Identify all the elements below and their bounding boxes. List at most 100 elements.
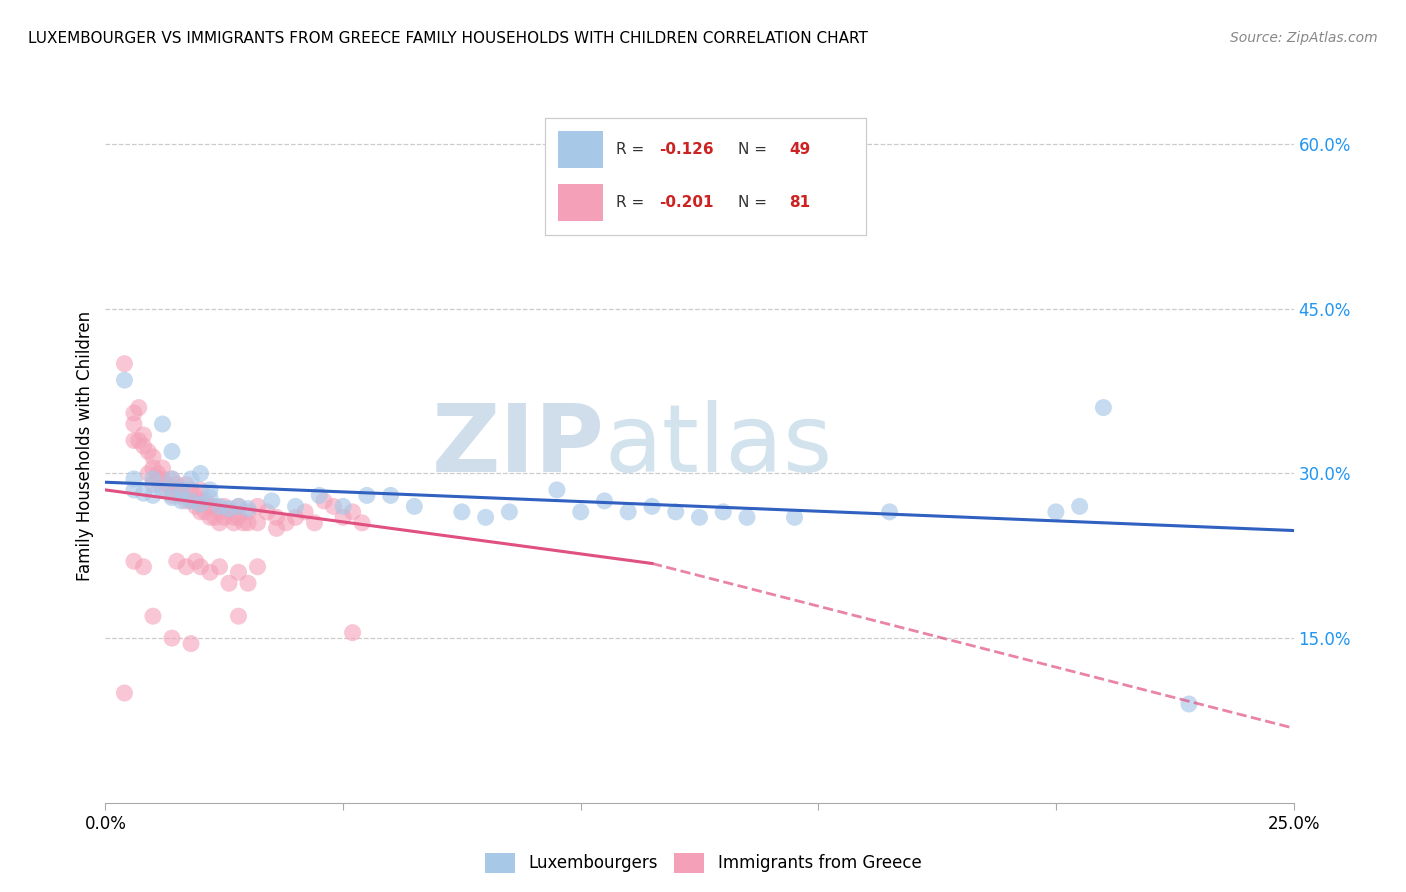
- Point: [218, 501, 240, 516]
- Point: [152, 417, 174, 431]
- Point: [122, 406, 145, 420]
- Point: [218, 505, 240, 519]
- Point: [132, 428, 155, 442]
- Point: [122, 554, 145, 568]
- Point: [198, 510, 221, 524]
- Point: [1045, 505, 1067, 519]
- Point: [312, 494, 335, 508]
- Point: [308, 488, 330, 502]
- Point: [352, 516, 374, 530]
- Point: [194, 505, 217, 519]
- Point: [617, 197, 640, 211]
- Point: [114, 357, 136, 371]
- Point: [152, 461, 174, 475]
- Point: [184, 500, 207, 514]
- Point: [190, 505, 212, 519]
- Point: [222, 510, 245, 524]
- Point: [142, 472, 165, 486]
- Point: [180, 637, 202, 651]
- Point: [214, 510, 236, 524]
- Point: [128, 434, 150, 448]
- Point: [236, 576, 259, 591]
- Point: [132, 486, 155, 500]
- Point: [190, 483, 212, 497]
- Point: [208, 516, 231, 530]
- Point: [198, 500, 221, 514]
- Point: [332, 510, 354, 524]
- Point: [879, 505, 901, 519]
- Point: [174, 494, 197, 508]
- Point: [665, 505, 688, 519]
- Point: [256, 505, 278, 519]
- Point: [166, 483, 188, 497]
- Point: [114, 686, 136, 700]
- Point: [236, 505, 259, 519]
- Point: [246, 559, 269, 574]
- Point: [180, 494, 202, 508]
- Point: [146, 472, 169, 486]
- Point: [356, 488, 378, 502]
- Point: [214, 500, 236, 514]
- Point: [208, 505, 231, 519]
- Y-axis label: Family Households with Children: Family Households with Children: [76, 311, 94, 581]
- Point: [332, 500, 354, 514]
- Point: [546, 483, 568, 497]
- Point: [617, 505, 640, 519]
- Point: [190, 494, 212, 508]
- Point: [342, 625, 364, 640]
- Legend: Luxembourgers, Immigrants from Greece: Luxembourgers, Immigrants from Greece: [478, 847, 928, 880]
- Point: [122, 417, 145, 431]
- Point: [236, 516, 259, 530]
- Point: [180, 472, 202, 486]
- Point: [174, 477, 197, 491]
- Point: [404, 500, 426, 514]
- Point: [689, 510, 711, 524]
- Point: [128, 401, 150, 415]
- Point: [1092, 401, 1115, 415]
- Point: [232, 516, 254, 530]
- Point: [236, 501, 259, 516]
- Point: [593, 494, 616, 508]
- Point: [304, 516, 326, 530]
- Point: [142, 450, 165, 464]
- Point: [1178, 697, 1201, 711]
- Text: atlas: atlas: [605, 400, 832, 492]
- Point: [204, 510, 226, 524]
- Point: [184, 488, 207, 502]
- Point: [208, 500, 231, 514]
- Point: [204, 500, 226, 514]
- Point: [170, 488, 193, 502]
- Point: [228, 500, 250, 514]
- Point: [152, 483, 174, 497]
- Point: [322, 500, 344, 514]
- Text: LUXEMBOURGER VS IMMIGRANTS FROM GREECE FAMILY HOUSEHOLDS WITH CHILDREN CORRELATI: LUXEMBOURGER VS IMMIGRANTS FROM GREECE F…: [28, 31, 868, 46]
- Point: [180, 494, 202, 508]
- Point: [228, 500, 250, 514]
- Point: [190, 559, 212, 574]
- Point: [142, 461, 165, 475]
- Point: [474, 510, 496, 524]
- Point: [156, 483, 179, 497]
- Point: [146, 467, 169, 481]
- Point: [160, 631, 183, 645]
- Text: Source: ZipAtlas.com: Source: ZipAtlas.com: [1230, 31, 1378, 45]
- Point: [152, 472, 174, 486]
- Point: [174, 559, 197, 574]
- Point: [222, 516, 245, 530]
- Point: [190, 497, 212, 511]
- Point: [266, 510, 288, 524]
- Point: [142, 477, 165, 491]
- Point: [160, 491, 183, 505]
- Point: [711, 505, 734, 519]
- Point: [498, 505, 520, 519]
- Point: [284, 500, 307, 514]
- Point: [228, 609, 250, 624]
- Point: [160, 488, 183, 502]
- Point: [170, 483, 193, 497]
- Point: [142, 488, 165, 502]
- Text: ZIP: ZIP: [432, 400, 605, 492]
- Point: [166, 477, 188, 491]
- Point: [170, 483, 193, 497]
- Point: [641, 500, 664, 514]
- Point: [114, 373, 136, 387]
